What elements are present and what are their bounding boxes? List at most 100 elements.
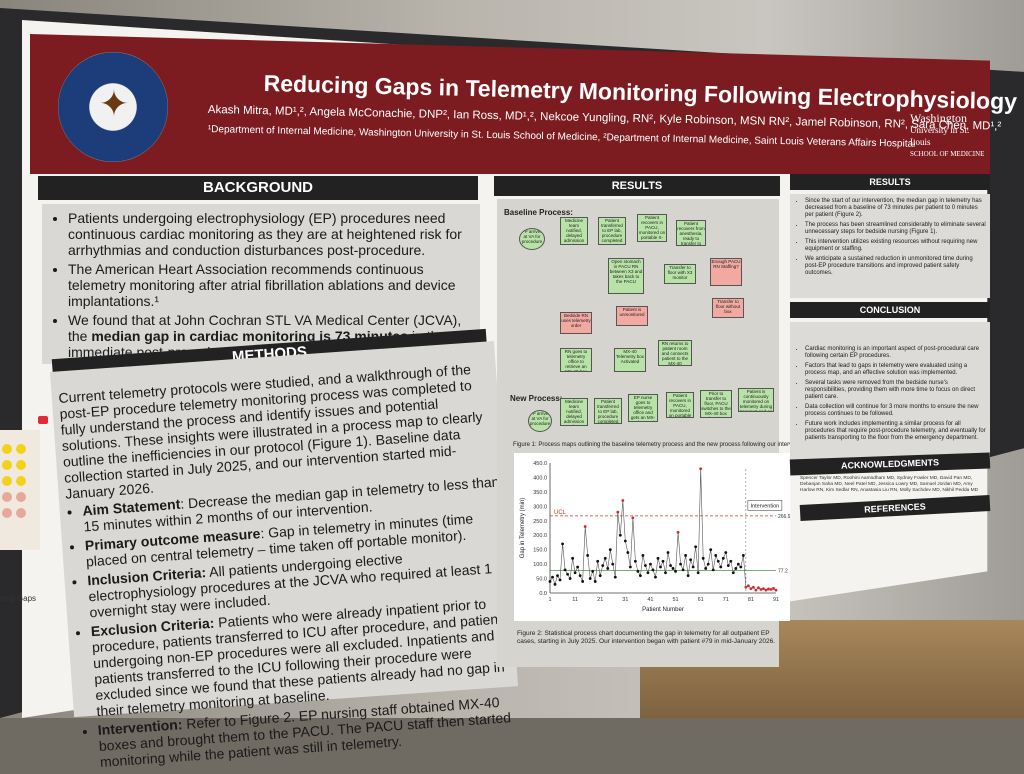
data-point [767, 587, 770, 591]
data-point [626, 551, 630, 554]
ucl-label: UCL [554, 510, 567, 516]
y-tick-label: 200.0 [533, 533, 547, 539]
data-point [674, 569, 677, 573]
data-point [616, 510, 620, 514]
dot-sticker-sheet [0, 430, 40, 550]
data-point [716, 559, 720, 563]
data-point [563, 568, 567, 572]
y-tick-label: 350.0 [533, 490, 547, 496]
conclusion-bullet-4: Data collection will continue for 3 more… [805, 404, 986, 418]
data-point [568, 577, 572, 580]
ucl-value-label: 266.9 [778, 514, 790, 520]
x-tick-label: 81 [748, 597, 754, 603]
data-point [651, 568, 655, 572]
results-right-bullet-1: Since the start of our intervention, the… [805, 198, 986, 219]
logo-line-1: Washington [910, 111, 968, 125]
results-heading: RESULTS [494, 176, 780, 196]
data-point [628, 565, 632, 569]
sticker-dot [2, 492, 12, 502]
background-bullet-1: Patients undergoing electrophysiology (E… [68, 210, 472, 258]
baseline-step-box: MX-40 Telemetry box Activated [614, 348, 646, 372]
spc-chart: 0.0 50.0 100.0 150.0 200.0 250.0 300.0 350.0 400… [514, 453, 790, 621]
data-point [561, 542, 564, 546]
conclusion-panel [790, 322, 990, 464]
new-step-box: Patient is continuously monitored on tel… [738, 388, 774, 412]
data-point [734, 567, 738, 570]
data-point [774, 588, 778, 592]
data-point [666, 551, 670, 554]
data-point [596, 559, 600, 563]
data-point [606, 567, 610, 570]
data-point [583, 525, 587, 528]
intervention-box [747, 500, 783, 511]
eagle-icon: ✦ [98, 83, 130, 124]
chart-labels: 0.0 50.0 100.0 150.0 200.0 250.0 300.0 350.0 400… [520, 461, 790, 613]
methods-text: Current telemetry protocols were studied… [58, 360, 520, 774]
baseline-step-box: PP arrives at VA for procedure [519, 228, 545, 250]
data-point [731, 571, 735, 575]
data-point [603, 556, 607, 560]
data-point [704, 567, 708, 570]
data-point [636, 569, 640, 573]
data-point [576, 565, 580, 569]
data-point [714, 554, 718, 557]
title-banner [30, 34, 990, 174]
data-point [689, 558, 693, 562]
x-axis-title: Patient Number [642, 607, 684, 613]
data-point [686, 574, 690, 578]
data-point [593, 580, 597, 583]
sticker-dot [2, 476, 12, 486]
data-point [681, 568, 685, 572]
data-point [726, 564, 730, 567]
push-pin-icon [38, 416, 48, 424]
data-point [694, 545, 698, 549]
baseline-step-box: Bedside RN uses telemetry order [560, 312, 592, 334]
x-tick-label: 41 [647, 597, 653, 603]
data-point [646, 571, 650, 575]
baseline-step-box: RN goes to telemetry office to retrieve … [560, 348, 592, 372]
baseline-step-box: Transfer to floor without box [712, 298, 744, 318]
data-point [679, 562, 682, 566]
baseline-step-box: Open stomach in PACU RN between X3 and t… [608, 258, 644, 294]
data-point [706, 562, 710, 566]
chart-axes [549, 463, 776, 594]
data-point [744, 585, 748, 589]
new-step-box: EP nurse goes to telemetry office and ge… [628, 394, 658, 422]
data-point [618, 533, 622, 537]
results-right-bullet-2: The process has been streamlined conside… [805, 222, 986, 236]
y-tick-label: 300.0 [533, 504, 547, 510]
intervention-label: Intervention [750, 503, 779, 509]
va-seal-icon [58, 52, 168, 162]
data-point [639, 574, 642, 578]
data-point [752, 585, 755, 589]
data-point [759, 588, 763, 591]
conclusion-text: Cardiac monitoring is an important aspec… [796, 346, 986, 445]
center-value-label: 77.2 [778, 569, 788, 575]
data-point [741, 554, 745, 557]
data-point [573, 571, 577, 575]
bullet-text: We found that at John Cochran STL VA Med… [68, 312, 462, 344]
y-tick-label: 150.0 [533, 548, 547, 554]
new-step-box: Prior to transfer to floor, PACU switche… [700, 390, 732, 418]
logo-line-3: SCHOOL OF MEDICINE [910, 150, 985, 158]
acknowledgments-text: Spencer Taylor MD, Roohini Aamodham MD, … [800, 476, 979, 493]
adjacent-poster-text: cing Gaps [0, 594, 37, 603]
baseline-step-box: Transfer to floor with X3 monitor [664, 264, 696, 284]
data-point [676, 530, 680, 534]
data-point [621, 499, 625, 502]
data-point [581, 580, 585, 583]
baseline-step-box: Patient recovers from anesthesia, ready … [676, 220, 706, 246]
data-point [633, 559, 637, 563]
sticker-dot [2, 508, 12, 518]
results-right-text: Since the start of our intervention, the… [796, 198, 986, 280]
conclusion-bullet-2: Factors that lead to gaps in telemetry w… [805, 363, 986, 377]
y-tick-label: 100.0 [533, 562, 547, 568]
sticker-dot [2, 460, 12, 470]
chart-background [514, 453, 790, 621]
new-process-label: New Process: [510, 394, 563, 403]
x-tick-label: 1 [548, 597, 551, 603]
new-step-box: Medicine team notified, delayed admissio… [560, 398, 588, 426]
new-step-box: Patient recovers in PACU, monitored on p… [666, 392, 694, 418]
data-point [709, 548, 713, 552]
data-point [661, 559, 665, 563]
